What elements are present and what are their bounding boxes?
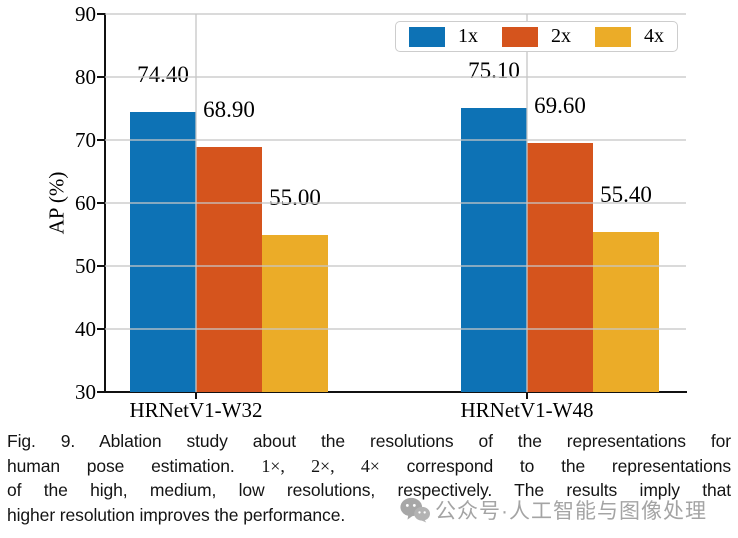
gridline (105, 13, 686, 15)
caption-line: Fig. 9. Ablation study about the resolut… (7, 429, 731, 454)
y-tick-label: 80 (75, 65, 96, 89)
y-axis-tick (97, 76, 105, 78)
bar-2x-HRNetV1-W32 (196, 146, 262, 392)
bar-value-label: 75.10 (468, 57, 520, 83)
gridline (105, 76, 686, 78)
x-tick-label: HRNetV1-W32 (129, 398, 263, 422)
caption-line: of the high, medium, low resolutions, re… (7, 478, 731, 503)
legend-item-1x: 1x (409, 25, 478, 48)
gridline (105, 265, 686, 267)
y-axis-tick (97, 202, 105, 204)
x-axis-line (104, 391, 687, 393)
y-tick-label: 50 (75, 254, 96, 278)
legend: 1x 2x 4x (395, 21, 678, 52)
caption-text-segment: of the high, medium, low resolutions, re… (7, 480, 731, 500)
gridline (105, 328, 686, 330)
bar-value-label: 55.00 (269, 184, 321, 210)
figure-caption: Fig. 9. Ablation study about the resolut… (7, 429, 731, 527)
x-axis-tick (195, 392, 197, 399)
legend-item-4x: 4x (595, 25, 664, 48)
y-axis-tick (97, 391, 105, 393)
bar-value-label: 68.90 (203, 96, 255, 122)
bar-2x-HRNetV1-W48 (527, 142, 593, 392)
gridline (105, 202, 686, 204)
caption-text-segment: correspond to the representations (379, 455, 731, 476)
bar-1x-HRNetV1-W48 (461, 107, 527, 392)
legend-item-2x: 2x (502, 25, 571, 48)
y-tick-label: 40 (75, 317, 96, 341)
legend-swatch-4x (595, 26, 631, 47)
watermark: 公众号·人工智能与图像处理 (400, 495, 707, 525)
gridline (526, 14, 528, 392)
y-tick-label: 30 (75, 380, 96, 404)
caption-text-segment: higher resolution improves the performan… (7, 504, 346, 525)
caption-line: higher resolution improves the performan… (7, 503, 731, 528)
caption-text-segment: Fig. 9. Ablation study about the resolut… (7, 431, 731, 451)
y-axis-tick (97, 13, 105, 15)
y-axis-tick (97, 265, 105, 267)
legend-swatch-2x (502, 26, 538, 47)
x-axis-tick (526, 392, 528, 399)
bar-value-label: 69.60 (534, 92, 586, 118)
y-axis-tick (97, 328, 105, 330)
legend-label: 2x (551, 25, 571, 47)
plot-area: 1x 2x 4x 74.40 75.10 68.90 69.60 55.00 55.40 (105, 13, 686, 392)
bar-4x-HRNetV1-W48 (593, 231, 659, 392)
legend-label: 1x (458, 25, 478, 47)
x-tick-label: HRNetV1-W48 (460, 398, 594, 422)
legend-label: 4x (644, 25, 664, 47)
watermark-text: 公众号·人工智能与图像处理 (435, 500, 707, 523)
y-tick-label: 60 (75, 191, 96, 215)
gridline (195, 14, 197, 392)
wechat-icon (400, 497, 430, 523)
bar-value-label: 74.40 (137, 62, 189, 88)
y-tick-label: 70 (75, 128, 96, 152)
caption-text-segment: human pose estimation. (7, 455, 262, 476)
caption-math-segment: 1×, 2×, 4× (261, 455, 380, 476)
bar-1x-HRNetV1-W32 (130, 112, 196, 392)
y-axis-tick (97, 139, 105, 141)
legend-swatch-1x (409, 26, 445, 47)
bar-4x-HRNetV1-W32 (262, 234, 328, 392)
gridline (105, 139, 686, 141)
bar-value-label: 55.40 (600, 181, 652, 207)
y-tick-label: 90 (75, 2, 96, 26)
caption-line: human pose estimation. 1×, 2×, 4× corres… (7, 454, 731, 479)
